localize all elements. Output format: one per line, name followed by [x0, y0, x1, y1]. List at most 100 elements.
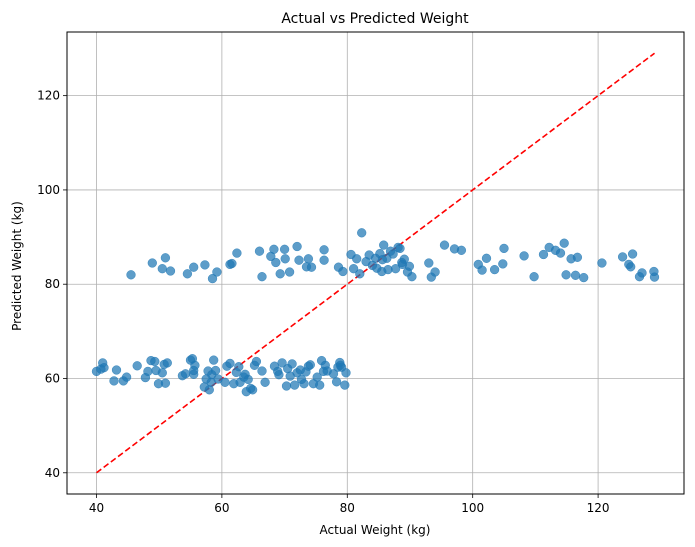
scatter-point	[281, 381, 292, 391]
scatter-point	[271, 257, 281, 268]
scatter-point	[251, 356, 262, 367]
scatter-point	[109, 376, 119, 386]
scatter-point	[190, 360, 200, 370]
scatter-point	[287, 359, 297, 369]
scatter-point	[247, 385, 258, 395]
scatter-point	[529, 272, 539, 282]
scatter-point	[111, 365, 122, 375]
scatter-point	[150, 356, 160, 367]
y-tick-label: 40	[45, 466, 60, 480]
y-axis-title: Predicted Weight (kg)	[10, 201, 24, 331]
x-tick-label: 100	[461, 501, 484, 515]
x-axis-title: Actual Weight (kg)	[320, 523, 431, 537]
scatter-point	[561, 270, 571, 280]
scatter-point	[379, 240, 389, 250]
scatter-point	[269, 244, 279, 254]
scatter-point	[126, 270, 136, 280]
scatter-point	[260, 377, 270, 387]
scatter-point	[132, 361, 142, 371]
scatter-point	[499, 243, 509, 254]
scatter-point	[147, 258, 157, 268]
scatter-point	[210, 365, 221, 376]
scatter-point	[348, 264, 359, 274]
scatter-point	[284, 267, 295, 277]
scatter-point	[294, 255, 304, 265]
scatter-point	[200, 260, 210, 270]
scatter-point	[160, 378, 171, 388]
scatter-point	[338, 266, 348, 277]
scatter-point	[319, 255, 329, 265]
x-tick-label: 60	[214, 501, 229, 515]
scatter-point	[570, 270, 581, 280]
scatter-point	[555, 248, 566, 258]
scatter-point	[165, 266, 176, 276]
scatter-point	[597, 258, 607, 268]
scatter-point	[390, 264, 401, 274]
scatter-point	[303, 254, 314, 264]
x-tick-label: 80	[340, 501, 355, 515]
scatter-point	[399, 254, 409, 264]
x-axis-ticks: 40 60 80 100 120	[89, 494, 610, 515]
scatter-point	[626, 262, 636, 272]
scatter-point	[404, 261, 415, 271]
scatter-point	[257, 272, 267, 282]
scatter-point	[315, 380, 325, 390]
scatter-point	[572, 252, 583, 262]
scatter-point	[254, 246, 265, 256]
scatter-point	[189, 262, 199, 272]
y-axis-ticks: 40 60 80 100 120	[37, 89, 67, 480]
plot-frame	[66, 31, 685, 495]
y-tick-label: 60	[45, 372, 60, 386]
scatter-point	[331, 377, 342, 387]
scatter-point	[357, 228, 367, 238]
scatter-point	[649, 272, 660, 282]
scatter-point	[299, 379, 309, 389]
scatter-point	[280, 254, 290, 264]
scatter-point	[234, 362, 244, 372]
scatter-point	[355, 269, 365, 279]
scatter-point	[481, 253, 492, 263]
y-tick-label: 100	[37, 183, 60, 197]
scatter-point	[352, 254, 362, 264]
scatter-point	[489, 264, 500, 275]
reference-line	[95, 52, 656, 474]
scatter-point	[538, 249, 549, 260]
scatter-point	[388, 249, 398, 259]
scatter-point	[189, 369, 199, 379]
scatter-point	[306, 262, 317, 272]
y-tick-label: 80	[45, 277, 60, 291]
scatter-point	[279, 244, 290, 254]
scatter-point	[456, 245, 467, 255]
scatter-point	[225, 358, 235, 369]
chart-title: Actual vs Predicted Weight	[281, 11, 469, 27]
scatter-point	[182, 269, 193, 279]
scatter-point	[637, 268, 647, 278]
scatter-point	[180, 369, 191, 379]
scatter-point	[627, 249, 638, 259]
scatter-point	[477, 265, 487, 275]
x-tick-label: 40	[89, 501, 104, 515]
scatter-point	[274, 370, 284, 380]
scatter-point	[99, 363, 109, 373]
scatter-point	[439, 240, 450, 250]
scatter-point	[160, 253, 171, 263]
x-tick-label: 120	[587, 501, 610, 515]
reference-line-group	[95, 52, 656, 474]
scatter-point	[319, 245, 329, 255]
scatter-point	[275, 269, 285, 279]
scatter-point	[157, 264, 167, 274]
scatter-point	[292, 241, 302, 252]
scatter-point	[559, 238, 569, 248]
scatter-point	[243, 374, 253, 385]
scatter-point	[207, 273, 218, 284]
scatter-point	[257, 366, 267, 376]
scatter-point	[340, 380, 350, 390]
scatter-point	[424, 258, 434, 268]
scatter-point	[328, 369, 339, 379]
scatter-point	[277, 358, 287, 368]
scatter-point	[289, 380, 300, 390]
scatter-point	[143, 366, 153, 377]
scatter-point	[212, 267, 222, 277]
scatter-point	[341, 368, 351, 378]
